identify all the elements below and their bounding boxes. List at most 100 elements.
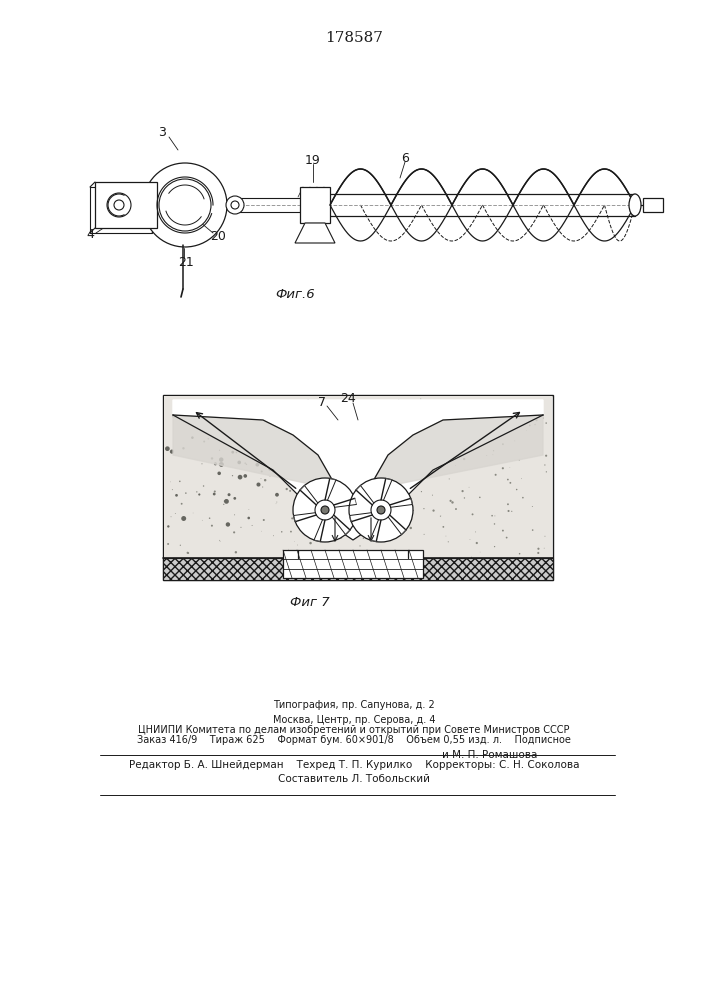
Circle shape: [451, 501, 454, 504]
Circle shape: [411, 430, 413, 431]
Circle shape: [213, 493, 216, 495]
Circle shape: [257, 483, 260, 487]
Circle shape: [232, 475, 233, 476]
Circle shape: [269, 468, 271, 471]
Circle shape: [240, 406, 242, 407]
Circle shape: [223, 500, 226, 502]
Circle shape: [376, 521, 378, 523]
Circle shape: [308, 446, 310, 447]
Circle shape: [339, 491, 341, 493]
Circle shape: [410, 556, 411, 558]
Circle shape: [245, 462, 246, 464]
Text: 20: 20: [210, 231, 226, 243]
Circle shape: [175, 494, 178, 497]
Circle shape: [530, 567, 532, 569]
Circle shape: [274, 428, 276, 430]
Circle shape: [209, 517, 211, 519]
Circle shape: [159, 179, 211, 231]
Circle shape: [296, 417, 298, 419]
Circle shape: [226, 442, 227, 444]
Text: Редактор Б. А. Шнейдерман    Техред Т. П. Курилко    Корректоры: С. Н. Соколова: Редактор Б. А. Шнейдерман Техред Т. П. К…: [129, 760, 579, 770]
Circle shape: [477, 566, 479, 569]
Circle shape: [522, 497, 524, 498]
Circle shape: [479, 497, 481, 498]
Circle shape: [235, 452, 238, 453]
Text: 6: 6: [401, 151, 409, 164]
Circle shape: [235, 551, 237, 553]
Circle shape: [275, 493, 279, 497]
Circle shape: [493, 450, 494, 451]
Circle shape: [214, 490, 216, 493]
Circle shape: [255, 558, 256, 560]
Circle shape: [500, 564, 502, 566]
Bar: [163, 395, 553, 580]
Text: Заказ 416/9    Тираж 625    Формат бум. 60×901/8    Объем 0,55 изд. л.    Подпис: Заказ 416/9 Тираж 625 Формат бум. 60×901…: [137, 735, 571, 745]
Circle shape: [231, 201, 239, 209]
Circle shape: [468, 425, 469, 426]
Circle shape: [539, 574, 541, 575]
Ellipse shape: [629, 194, 641, 216]
Polygon shape: [368, 415, 543, 490]
Circle shape: [507, 479, 509, 480]
Circle shape: [545, 455, 547, 457]
Circle shape: [281, 531, 283, 533]
Circle shape: [197, 426, 199, 428]
Circle shape: [182, 447, 185, 449]
Bar: [164, 396, 552, 579]
Circle shape: [143, 163, 227, 247]
Circle shape: [358, 501, 360, 502]
Circle shape: [181, 503, 182, 505]
Bar: [643, 198, 663, 212]
Circle shape: [179, 560, 180, 561]
Circle shape: [355, 408, 356, 409]
Circle shape: [175, 569, 177, 571]
Circle shape: [450, 500, 452, 502]
Polygon shape: [173, 400, 543, 540]
Circle shape: [219, 462, 224, 467]
Circle shape: [530, 570, 532, 572]
Circle shape: [293, 478, 357, 542]
Circle shape: [250, 438, 252, 440]
Circle shape: [421, 491, 422, 492]
Circle shape: [310, 542, 312, 544]
Circle shape: [201, 463, 202, 464]
Circle shape: [181, 516, 186, 521]
Circle shape: [545, 422, 547, 424]
Text: ЦНИИПИ Комитета по делам изобретений и открытий при Совете Министров СССР: ЦНИИПИ Комитета по делам изобретений и о…: [139, 725, 570, 735]
Circle shape: [331, 449, 333, 451]
Bar: [283, 550, 423, 578]
Circle shape: [511, 511, 513, 512]
Circle shape: [460, 566, 462, 568]
Circle shape: [271, 431, 273, 432]
Circle shape: [437, 400, 439, 403]
Circle shape: [378, 571, 380, 572]
Circle shape: [293, 422, 296, 424]
Circle shape: [258, 455, 260, 458]
Circle shape: [305, 513, 306, 514]
Circle shape: [349, 478, 413, 542]
Circle shape: [321, 506, 329, 514]
Circle shape: [493, 523, 495, 525]
Circle shape: [291, 517, 293, 519]
Circle shape: [358, 407, 360, 408]
Circle shape: [371, 500, 391, 520]
Circle shape: [428, 426, 430, 428]
Circle shape: [356, 472, 358, 474]
Circle shape: [310, 401, 312, 402]
Circle shape: [243, 474, 247, 478]
Circle shape: [379, 565, 381, 567]
Circle shape: [516, 489, 518, 490]
Circle shape: [228, 426, 230, 428]
Circle shape: [363, 455, 366, 457]
Circle shape: [549, 576, 551, 577]
Circle shape: [238, 461, 241, 464]
Text: Составитель Л. Тобольский: Составитель Л. Тобольский: [278, 774, 430, 784]
Circle shape: [472, 513, 474, 515]
Circle shape: [519, 553, 520, 554]
Circle shape: [529, 425, 530, 426]
Circle shape: [210, 565, 212, 567]
Circle shape: [384, 415, 386, 416]
Circle shape: [233, 497, 236, 500]
Circle shape: [423, 508, 424, 509]
Circle shape: [222, 563, 223, 565]
